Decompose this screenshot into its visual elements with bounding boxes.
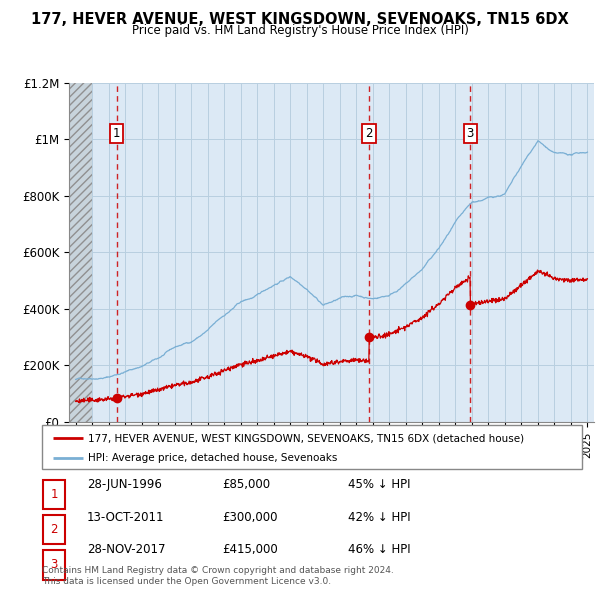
Text: HPI: Average price, detached house, Sevenoaks: HPI: Average price, detached house, Seve…	[88, 453, 337, 463]
Bar	[69, 83, 92, 422]
FancyBboxPatch shape	[42, 425, 582, 469]
Text: 42% ↓ HPI: 42% ↓ HPI	[348, 511, 410, 524]
Text: £415,000: £415,000	[222, 543, 278, 556]
Text: Price paid vs. HM Land Registry's House Price Index (HPI): Price paid vs. HM Land Registry's House …	[131, 24, 469, 37]
Text: 46% ↓ HPI: 46% ↓ HPI	[348, 543, 410, 556]
Text: 28-NOV-2017: 28-NOV-2017	[87, 543, 166, 556]
Text: £85,000: £85,000	[222, 478, 270, 491]
Text: Contains HM Land Registry data © Crown copyright and database right 2024.: Contains HM Land Registry data © Crown c…	[42, 566, 394, 575]
Text: 177, HEVER AVENUE, WEST KINGSDOWN, SEVENOAKS, TN15 6DX (detached house): 177, HEVER AVENUE, WEST KINGSDOWN, SEVEN…	[88, 433, 524, 443]
Text: 28-JUN-1996: 28-JUN-1996	[87, 478, 162, 491]
Text: 177, HEVER AVENUE, WEST KINGSDOWN, SEVENOAKS, TN15 6DX: 177, HEVER AVENUE, WEST KINGSDOWN, SEVEN…	[31, 12, 569, 27]
Text: 1: 1	[50, 487, 58, 501]
Text: 13-OCT-2011: 13-OCT-2011	[87, 511, 164, 524]
Text: This data is licensed under the Open Government Licence v3.0.: This data is licensed under the Open Gov…	[42, 577, 331, 586]
Text: £300,000: £300,000	[222, 511, 277, 524]
Text: 2: 2	[365, 127, 373, 140]
Text: 2: 2	[50, 523, 58, 536]
Text: 1: 1	[113, 127, 121, 140]
FancyBboxPatch shape	[43, 550, 65, 579]
Text: 3: 3	[50, 558, 58, 572]
FancyBboxPatch shape	[43, 480, 65, 509]
Text: 3: 3	[467, 127, 474, 140]
FancyBboxPatch shape	[43, 515, 65, 544]
Text: 45% ↓ HPI: 45% ↓ HPI	[348, 478, 410, 491]
